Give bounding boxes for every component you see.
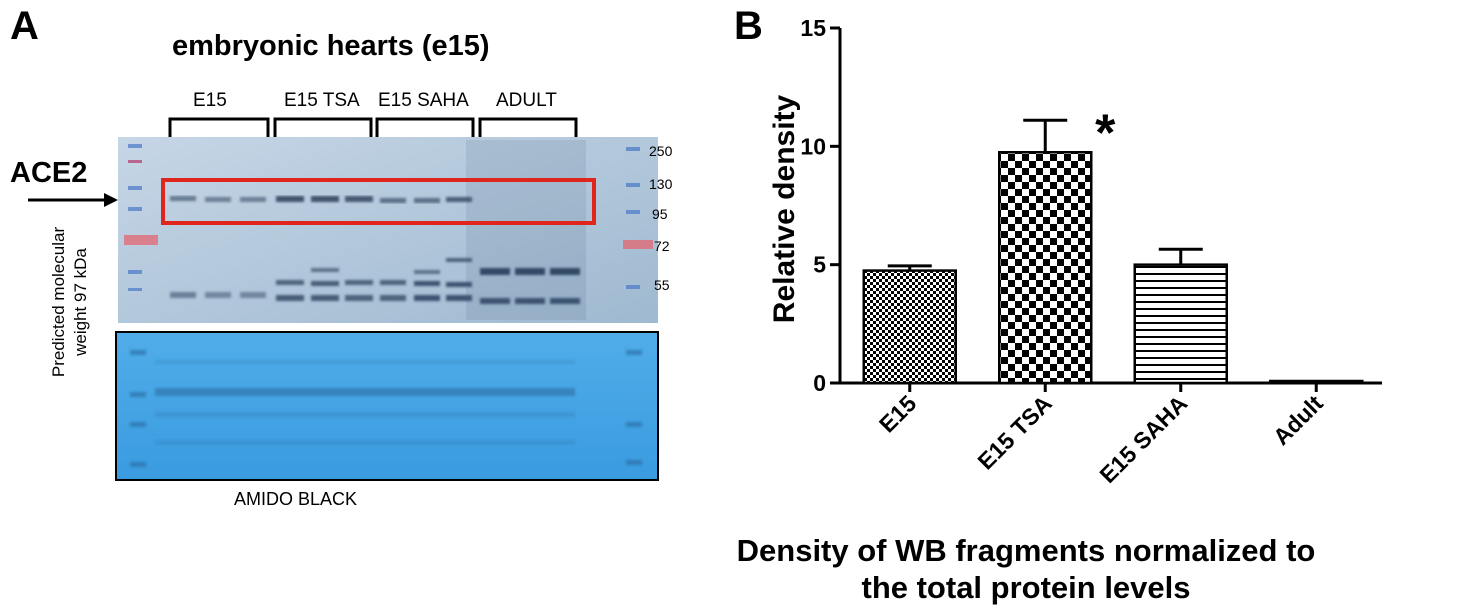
bar-e15	[862, 269, 957, 385]
mw-markers: 250 130 95 72 55	[649, 143, 673, 293]
ladder-right	[623, 147, 653, 289]
panel-a-title: embryonic hearts (e15)	[172, 30, 490, 62]
y-tick-label-5: 5	[813, 252, 826, 278]
mw-marker-72: 72	[654, 238, 670, 254]
western-blot-figure: 250 130 95 72 55	[28, 117, 673, 481]
group-label-e15-saha: E15 SAHA	[378, 90, 469, 111]
ace2-bands	[170, 196, 472, 203]
group-brackets	[168, 117, 578, 150]
amido-black-label: AMIDO BLACK	[234, 489, 358, 509]
bar-e15-saha	[1133, 263, 1228, 385]
mw-marker-130: 130	[649, 176, 673, 192]
lower-bands	[170, 258, 580, 304]
ace2-arrow	[28, 193, 118, 207]
ace2-highlight-box	[161, 178, 596, 225]
y-tick-label-10: 10	[800, 133, 826, 159]
significance-marker-e15-tsa: *	[1095, 104, 1116, 162]
caption-line1: Density of WB fragments normalized to	[736, 533, 1316, 568]
bar-e15-tsa	[998, 151, 1093, 385]
group-label-adult: ADULT	[496, 90, 557, 111]
mw-marker-95: 95	[652, 206, 668, 222]
mw-marker-55: 55	[654, 277, 670, 293]
bracket-e15	[168, 117, 270, 150]
x-tick-label-e15-tsa: E15 TSA	[972, 390, 1056, 474]
ladder-left	[124, 144, 158, 291]
caption-line2: the total protein levels	[861, 570, 1191, 605]
x-tick-label-adult: Adult	[1268, 390, 1328, 450]
panel-b-letter: B	[734, 4, 763, 48]
panel-a-letter: A	[10, 4, 39, 48]
bar-adult	[1269, 379, 1364, 385]
bracket-adult	[478, 117, 578, 150]
y-tick-label-15: 15	[800, 15, 826, 41]
y-tick-label-0: 0	[813, 370, 826, 396]
mw-marker-250: 250	[649, 143, 673, 159]
panel-b-caption: Density of WB fragments normalized to th…	[737, 532, 1316, 606]
bracket-e15-tsa	[273, 117, 373, 150]
bracket-e15-saha	[375, 117, 475, 150]
wb-membrane	[118, 137, 658, 323]
ace2-label: ACE2	[10, 157, 88, 189]
group-label-e15: E15	[193, 90, 227, 111]
group-label-e15-tsa: E15 TSA	[284, 90, 360, 111]
x-tick-label-e15-saha: E15 SAHA	[1094, 390, 1192, 488]
amido-black-membrane	[115, 331, 659, 481]
x-tick-label-e15: E15	[874, 390, 921, 437]
